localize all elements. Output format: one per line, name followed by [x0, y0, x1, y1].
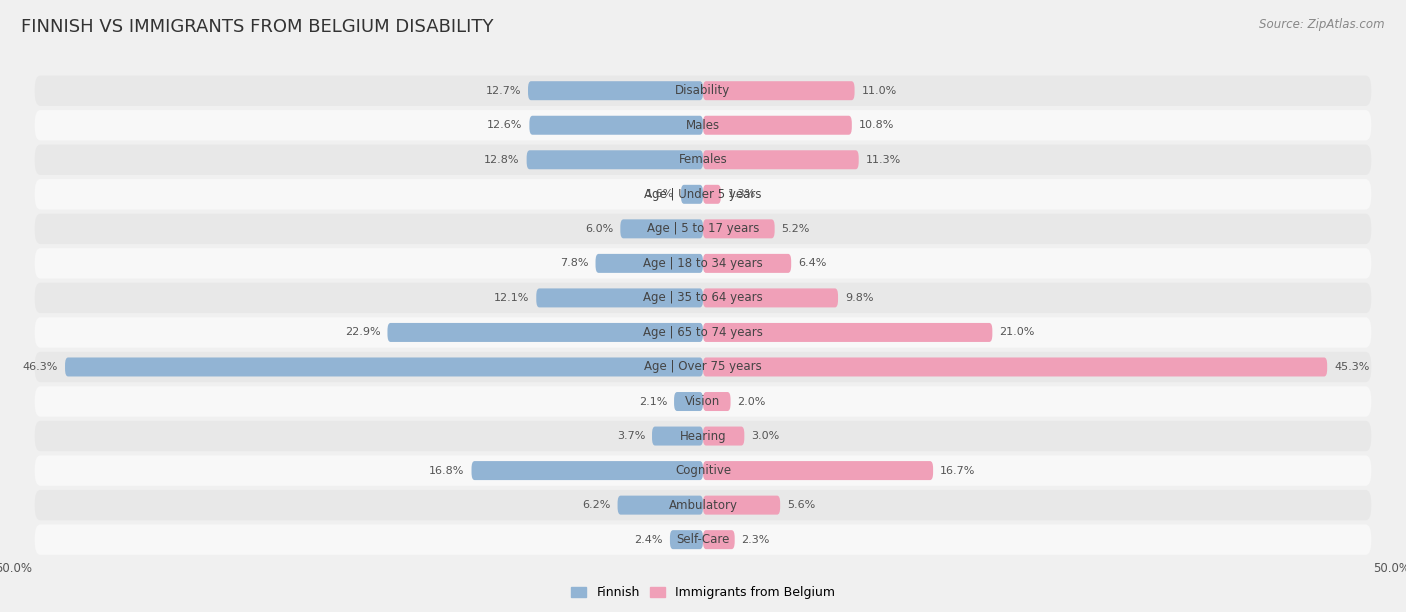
Text: 1.6%: 1.6% [645, 189, 673, 200]
FancyBboxPatch shape [703, 392, 731, 411]
Text: Age | 35 to 64 years: Age | 35 to 64 years [643, 291, 763, 304]
FancyBboxPatch shape [527, 151, 703, 170]
Text: 11.3%: 11.3% [866, 155, 901, 165]
Text: 9.8%: 9.8% [845, 293, 873, 303]
FancyBboxPatch shape [673, 392, 703, 411]
Text: Age | 5 to 17 years: Age | 5 to 17 years [647, 222, 759, 236]
Text: 12.1%: 12.1% [494, 293, 530, 303]
FancyBboxPatch shape [703, 496, 780, 515]
FancyBboxPatch shape [703, 461, 934, 480]
FancyBboxPatch shape [35, 110, 1371, 140]
Text: Vision: Vision [685, 395, 721, 408]
Text: 6.4%: 6.4% [799, 258, 827, 269]
FancyBboxPatch shape [35, 421, 1371, 451]
Text: 3.0%: 3.0% [751, 431, 779, 441]
Text: Age | Over 75 years: Age | Over 75 years [644, 360, 762, 373]
Text: Males: Males [686, 119, 720, 132]
Text: 22.9%: 22.9% [344, 327, 381, 337]
Text: Cognitive: Cognitive [675, 464, 731, 477]
FancyBboxPatch shape [536, 288, 703, 307]
Text: 2.0%: 2.0% [738, 397, 766, 406]
FancyBboxPatch shape [35, 317, 1371, 348]
Text: Age | 18 to 34 years: Age | 18 to 34 years [643, 257, 763, 270]
Legend: Finnish, Immigrants from Belgium: Finnish, Immigrants from Belgium [571, 586, 835, 599]
FancyBboxPatch shape [65, 357, 703, 376]
FancyBboxPatch shape [703, 116, 852, 135]
Text: 16.8%: 16.8% [429, 466, 464, 476]
Text: Source: ZipAtlas.com: Source: ZipAtlas.com [1260, 18, 1385, 31]
Text: Disability: Disability [675, 84, 731, 97]
Text: 11.0%: 11.0% [862, 86, 897, 95]
Text: 3.7%: 3.7% [617, 431, 645, 441]
FancyBboxPatch shape [35, 283, 1371, 313]
FancyBboxPatch shape [703, 323, 993, 342]
Text: 7.8%: 7.8% [560, 258, 589, 269]
FancyBboxPatch shape [703, 185, 721, 204]
Text: Hearing: Hearing [679, 430, 727, 442]
Text: 2.3%: 2.3% [741, 535, 770, 545]
FancyBboxPatch shape [35, 248, 1371, 278]
FancyBboxPatch shape [703, 357, 1327, 376]
Text: 16.7%: 16.7% [941, 466, 976, 476]
FancyBboxPatch shape [620, 219, 703, 238]
Text: 2.4%: 2.4% [634, 535, 664, 545]
Text: 10.8%: 10.8% [859, 120, 894, 130]
FancyBboxPatch shape [681, 185, 703, 204]
FancyBboxPatch shape [35, 214, 1371, 244]
Text: Age | Under 5 years: Age | Under 5 years [644, 188, 762, 201]
FancyBboxPatch shape [35, 490, 1371, 520]
Text: 6.2%: 6.2% [582, 500, 610, 510]
Text: 5.2%: 5.2% [782, 224, 810, 234]
FancyBboxPatch shape [703, 254, 792, 273]
FancyBboxPatch shape [471, 461, 703, 480]
Text: Age | 65 to 74 years: Age | 65 to 74 years [643, 326, 763, 339]
FancyBboxPatch shape [529, 81, 703, 100]
FancyBboxPatch shape [530, 116, 703, 135]
FancyBboxPatch shape [35, 524, 1371, 555]
FancyBboxPatch shape [703, 151, 859, 170]
Text: 2.1%: 2.1% [638, 397, 668, 406]
FancyBboxPatch shape [703, 288, 838, 307]
FancyBboxPatch shape [35, 144, 1371, 175]
Text: Ambulatory: Ambulatory [668, 499, 738, 512]
FancyBboxPatch shape [703, 219, 775, 238]
Text: Self-Care: Self-Care [676, 533, 730, 546]
Text: 45.3%: 45.3% [1334, 362, 1369, 372]
Text: 21.0%: 21.0% [1000, 327, 1035, 337]
FancyBboxPatch shape [669, 530, 703, 549]
Text: 5.6%: 5.6% [787, 500, 815, 510]
Text: 6.0%: 6.0% [585, 224, 613, 234]
Text: 12.8%: 12.8% [484, 155, 520, 165]
FancyBboxPatch shape [35, 352, 1371, 382]
FancyBboxPatch shape [652, 427, 703, 446]
FancyBboxPatch shape [35, 179, 1371, 209]
FancyBboxPatch shape [35, 386, 1371, 417]
Text: 12.6%: 12.6% [486, 120, 523, 130]
FancyBboxPatch shape [596, 254, 703, 273]
FancyBboxPatch shape [35, 75, 1371, 106]
FancyBboxPatch shape [703, 81, 855, 100]
Text: 46.3%: 46.3% [22, 362, 58, 372]
Text: 1.3%: 1.3% [728, 189, 756, 200]
FancyBboxPatch shape [703, 530, 735, 549]
FancyBboxPatch shape [617, 496, 703, 515]
Text: 12.7%: 12.7% [485, 86, 522, 95]
Text: Females: Females [679, 153, 727, 166]
FancyBboxPatch shape [703, 427, 744, 446]
FancyBboxPatch shape [388, 323, 703, 342]
Text: FINNISH VS IMMIGRANTS FROM BELGIUM DISABILITY: FINNISH VS IMMIGRANTS FROM BELGIUM DISAB… [21, 18, 494, 36]
FancyBboxPatch shape [35, 455, 1371, 486]
